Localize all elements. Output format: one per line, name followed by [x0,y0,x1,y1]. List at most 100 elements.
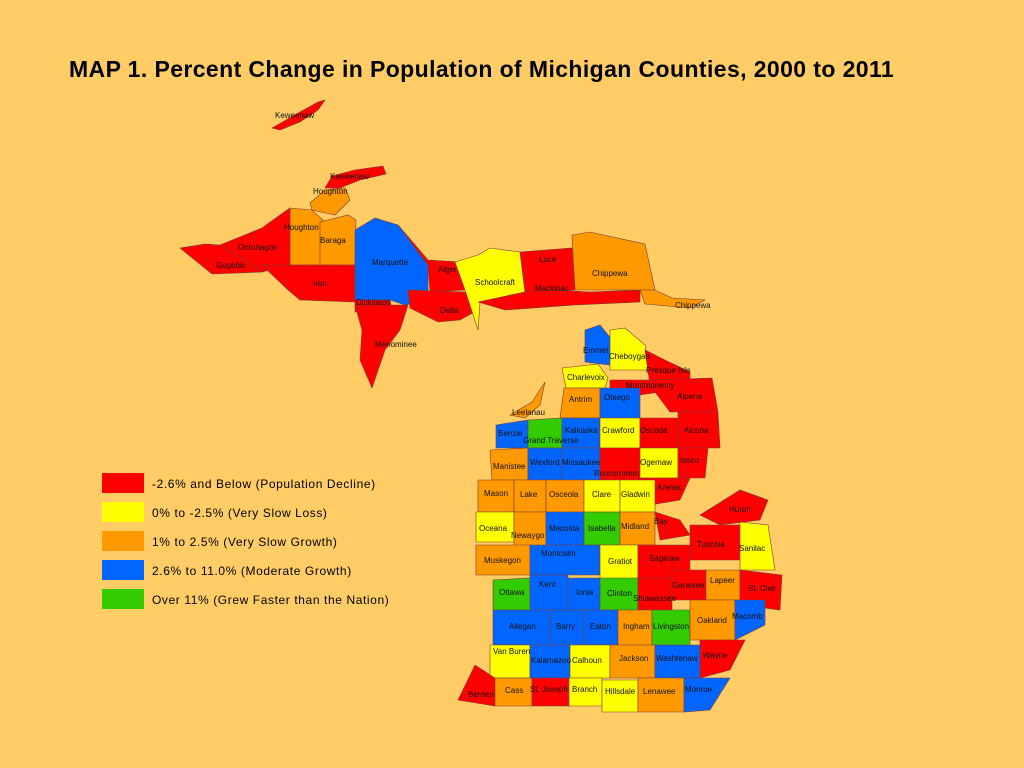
county-label-baraga: Baraga [320,236,346,245]
county-label-shiawassee: Shiawassee [633,594,677,603]
county-label-iosco: Iosco [680,456,700,465]
county-label-livingston: Livingston [653,622,689,631]
county-label-keweenaw: Keweenaw [330,172,369,181]
county-cheboygan [609,327,651,371]
county-label-newaygo: Newaygo [511,531,545,540]
county-label-wexford: Wexford [530,458,560,467]
county-label-otsego: Otsego [604,393,630,402]
county-label-ionia: Ionia [576,588,594,597]
county-label-antrim: Antrim [569,395,592,404]
county-label-cheboygan: Cheboygan [609,352,650,361]
county-label-kalkaska: Kalkaska [565,426,598,435]
county-emmet [584,324,613,366]
county-label-isabella: Isabella [588,524,616,533]
county-label-oceana: Oceana [479,524,508,533]
county-label-ingham: Ingham [623,622,650,631]
map-title: MAP 1. Percent Change in Population of M… [69,56,895,82]
legend-swatch-grew-faster [102,589,144,609]
county-leelanau [509,381,546,419]
legend-swatch-moderate-growth [102,560,144,580]
county-label-keweenaw: Keweenaw [275,111,314,120]
county-schoolcraft [454,247,526,331]
county-label-montmorency: Montmorency [626,381,674,390]
county-label-chippewa: Chippewa [592,269,628,278]
county-charlevoix [561,363,609,389]
county-label-charlevoix: Charlevoix [567,373,605,382]
county-hillsdale [601,679,639,713]
county-label-genesee: Genesee [672,581,705,590]
county-label-delta: Delta [440,306,459,315]
county-berrien [457,664,496,707]
county-wayne [699,639,746,679]
county-label-cass: Cass [505,686,523,695]
legend-swatch-decline [102,473,144,493]
county-label-eaton: Eaton [590,622,611,631]
legend-label-decline: -2.6% and Below (Population Decline) [152,477,376,491]
county-label-osceola: Osceola [549,490,579,499]
county-label-mackinac: Mackinac [535,284,569,293]
county-label-roscommon: Roscommon [594,469,639,478]
county-label-montcalm: Montcalm [541,549,576,558]
county-label-st-joseph: St. Joseph [530,685,568,694]
legend-label-very-slow-growth: 1% to 2.5% (Very Slow Growth) [152,535,338,549]
county-label-presque-isle: Presque Isle [646,366,691,375]
county-label-huron: Huron [729,505,751,514]
county-label-jackson: Jackson [619,654,648,663]
county-label-oakland: Oakland [697,616,727,625]
county-label-mason: Mason [484,489,508,498]
county-iron [261,264,356,303]
county-chippewa [639,289,707,309]
county-label-lenawee: Lenawee [643,687,676,696]
county-label-ogemaw: Ogemaw [640,458,672,467]
county-delta [407,289,479,323]
county-menominee [354,304,409,389]
county-label-washtenaw: Washtenaw [656,654,698,663]
county-label-schoolcraft: Schoolcraft [475,278,516,287]
county-label-saginaw: Saginaw [649,554,680,563]
county-label-luce: Luce [539,255,557,264]
county-keweenaw [271,99,326,131]
county-label-emmet: Emmet [583,346,609,355]
county-macomb [734,599,766,641]
county-label-leelanau: Leelanau [512,408,545,417]
county-chippewa [571,231,656,291]
county-alcona [677,411,721,449]
county-sanilac [739,521,776,571]
county-label-lapeer: Lapeer [710,576,735,585]
county-label-wayne: Wayne [703,651,728,660]
county-label-kent: Kent [539,580,556,589]
county-label-hillsdale: Hillsdale [605,687,636,696]
county-iosco [677,447,709,479]
county-label-benzie: Benzie [498,429,523,438]
county-label-monroe: Monroe [685,685,713,694]
county-label-st-clair: St. Clair [748,584,777,593]
county-label-houghton: Houghton [313,187,348,196]
county-label-alpena: Alpena [677,392,702,401]
county-label-menominee: Menominee [375,340,417,349]
county-label-dickinson: Dickinson [356,298,391,307]
county-label-kalamazoo: Kalamazoo [531,656,572,665]
county-label-van-buren: Van Buren [493,647,530,656]
county-label-arenac: Arenac [657,483,682,492]
county-keweenaw [324,165,387,189]
legend-label-very-slow-loss: 0% to -2.5% (Very Slow Loss) [152,506,328,520]
county-label-muskegon: Muskegon [484,556,521,565]
county-label-lake: Lake [520,490,538,499]
county-label-chippewa: Chippewa [675,301,711,310]
county-label-gladwin: Gladwin [621,490,650,499]
legend-swatch-very-slow-loss [102,502,144,522]
county-label-calhoun: Calhoun [572,656,602,665]
county-huron [699,489,769,526]
county-label-mecosta: Mecosta [549,524,580,533]
county-label-missaukee: Missaukee [562,458,601,467]
county-label-ottawa: Ottawa [499,588,525,597]
county-label-iron: Iron [313,279,327,288]
county-label-branch: Branch [572,685,597,694]
county-gogebic [179,243,263,275]
county-label-clare: Clare [592,490,612,499]
county-label-allegan: Allegan [509,622,536,631]
county-label-oscoda: Oscoda [640,426,668,435]
county-label-bay: Bay [654,517,668,526]
county-label-berrien: Berrien [468,690,494,699]
